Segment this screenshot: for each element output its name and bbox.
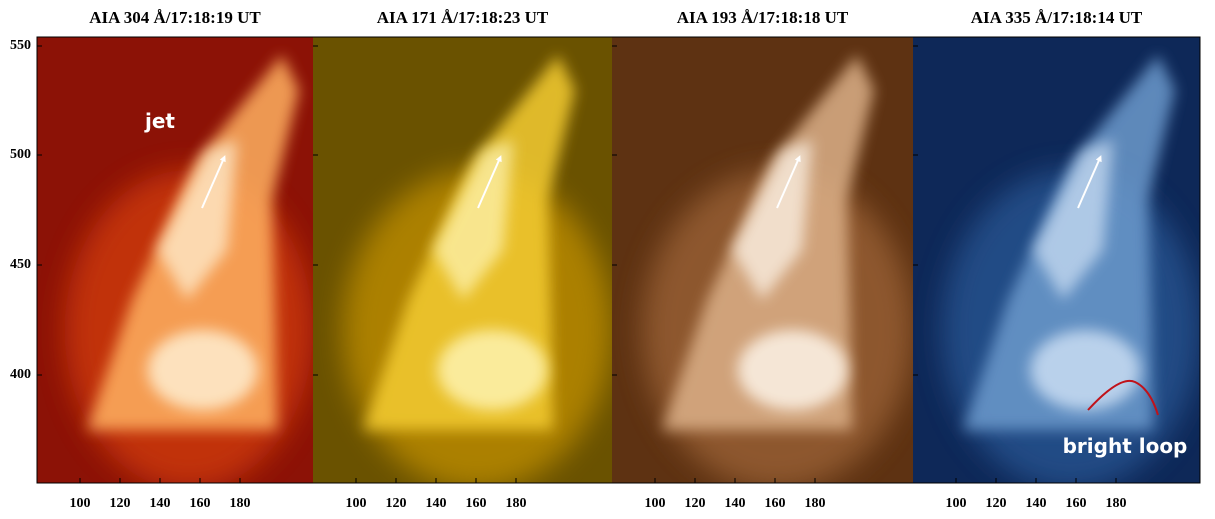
panel-title: AIA 171 Å/17:18:23 UT <box>377 8 549 27</box>
footpoint <box>147 330 258 410</box>
y-tick-label: 550 <box>10 38 31 53</box>
x-tick-label: 140 <box>725 496 746 511</box>
panel-title: AIA 335 Å/17:18:14 UT <box>971 8 1143 27</box>
x-tick-label: 180 <box>230 496 251 511</box>
footpoint <box>737 330 848 410</box>
annotation-jet: jet <box>144 109 175 133</box>
panel-title: AIA 193 Å/17:18:18 UT <box>677 8 849 27</box>
x-tick-label: 100 <box>70 496 91 511</box>
image-content <box>342 55 612 483</box>
x-tick-label: 120 <box>386 496 407 511</box>
x-tick-label: 160 <box>466 496 487 511</box>
x-tick-label: 100 <box>946 496 967 511</box>
panel: AIA 304 Å/17:18:19 UT 100 120 140 160 180 <box>37 8 313 511</box>
panel-title: AIA 304 Å/17:18:19 UT <box>89 8 261 27</box>
frame <box>36 36 1201 484</box>
footpoint <box>1030 330 1141 410</box>
x-tick-label: 140 <box>150 496 171 511</box>
jet-core <box>157 140 237 300</box>
image-content <box>64 55 313 483</box>
arrow <box>201 155 226 209</box>
arrow <box>477 155 502 209</box>
x-tick-label: 160 <box>190 496 211 511</box>
x-tick-label: 100 <box>645 496 666 511</box>
jet-core <box>433 140 513 300</box>
x-tick-label: 180 <box>506 496 527 511</box>
jet-core <box>1033 140 1113 300</box>
footpoint <box>437 330 548 410</box>
panel: AIA 335 Å/17:18:14 UT 100 120 140 160 180 <box>913 8 1200 511</box>
x-tick-label: 120 <box>110 496 131 511</box>
arrow <box>776 155 801 209</box>
x-tick-label: 120 <box>986 496 1007 511</box>
panel: AIA 171 Å/17:18:23 UT 100 120 140 160 180 <box>313 8 612 511</box>
arrow <box>1077 155 1102 209</box>
x-tick-label: 160 <box>765 496 786 511</box>
x-tick-label: 140 <box>426 496 447 511</box>
annotation-bright-loop: bright loop <box>1063 434 1188 458</box>
panel: AIA 193 Å/17:18:18 UT 100 120 140 160 180 <box>612 8 913 511</box>
image-content <box>642 55 913 483</box>
x-tick-label: 100 <box>346 496 367 511</box>
x-tick-label: 180 <box>1106 496 1127 511</box>
x-tick-label: 180 <box>805 496 826 511</box>
y-tick-label: 500 <box>10 147 31 162</box>
x-tick-label: 160 <box>1066 496 1087 511</box>
bright-loop-curve <box>1087 379 1159 416</box>
image-content <box>941 55 1200 483</box>
y-tick-label: 400 <box>10 367 31 382</box>
y-tick-label: 450 <box>10 257 31 272</box>
jet-core <box>732 140 812 300</box>
x-tick-label: 140 <box>1026 496 1047 511</box>
x-tick-label: 120 <box>685 496 706 511</box>
